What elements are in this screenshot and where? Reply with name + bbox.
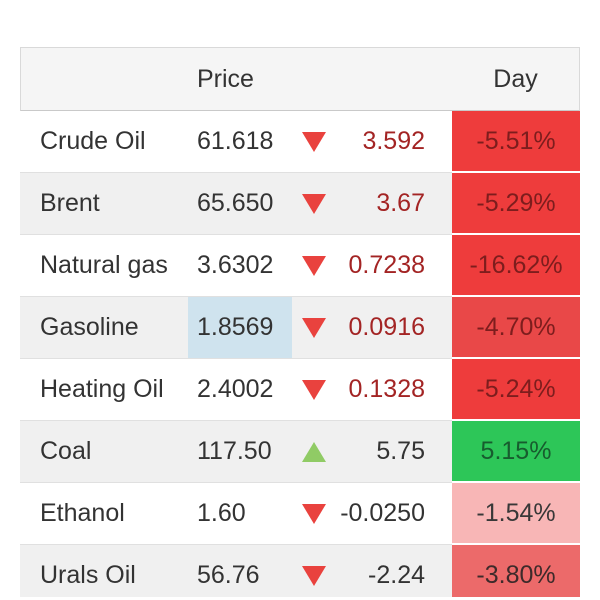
commodity-name-link[interactable]: Gasoline	[20, 297, 188, 359]
change-value: 0.7238	[335, 235, 452, 297]
day-change-badge: 5.15%	[452, 421, 580, 483]
table-row: Natural gas 3.6302 0.7238 -16.62%	[20, 235, 580, 297]
price-value: 56.76	[188, 545, 292, 597]
change-value: 0.1328	[335, 359, 452, 421]
table-row: Gasoline 1.8569 0.0916 -4.70%	[20, 297, 580, 359]
down-arrow-icon	[301, 503, 326, 524]
price-value: 2.4002	[188, 359, 292, 421]
arrow-cell	[292, 297, 335, 359]
table-header-row: Price Day	[20, 47, 580, 111]
up-arrow-icon	[301, 441, 326, 462]
table-row: Brent 65.650 3.67 -5.29%	[20, 173, 580, 235]
change-value: -2.24	[335, 545, 452, 597]
header-day: Day	[493, 64, 538, 93]
price-value: 117.50	[188, 421, 292, 483]
down-arrow-icon	[301, 193, 326, 214]
down-arrow-icon	[301, 379, 326, 400]
commodity-name-link[interactable]: Urals Oil	[20, 545, 188, 597]
down-arrow-icon	[301, 255, 326, 276]
change-value: 3.592	[335, 111, 452, 173]
table-row: Crude Oil 61.618 3.592 -5.51%	[20, 111, 580, 173]
arrow-cell	[292, 483, 335, 545]
day-change-badge: -3.80%	[452, 545, 580, 597]
day-change-badge: -5.29%	[452, 173, 580, 235]
change-value: -0.0250	[335, 483, 452, 545]
price-value: 65.650	[188, 173, 292, 235]
price-value-flashed: 1.8569	[188, 297, 292, 359]
table-row: Heating Oil 2.4002 0.1328 -5.24%	[20, 359, 580, 421]
change-value: 0.0916	[335, 297, 452, 359]
commodity-name-link[interactable]: Ethanol	[20, 483, 188, 545]
day-change-badge: -5.24%	[452, 359, 580, 421]
arrow-cell	[292, 545, 335, 597]
commodities-price-table: Price Day Crude Oil 61.618 3.592 -5.51% …	[20, 47, 580, 597]
day-change-badge: -4.70%	[452, 297, 580, 359]
commodity-name-link[interactable]: Heating Oil	[20, 359, 188, 421]
change-value: 3.67	[335, 173, 452, 235]
day-change-badge: -16.62%	[452, 235, 580, 297]
price-value: 3.6302	[188, 235, 292, 297]
table-row: Urals Oil 56.76 -2.24 -3.80%	[20, 545, 580, 597]
day-change-badge: -1.54%	[452, 483, 580, 545]
down-arrow-icon	[301, 131, 326, 152]
down-arrow-icon	[301, 317, 326, 338]
header-change-spacer	[335, 48, 452, 110]
arrow-cell	[292, 111, 335, 173]
arrow-cell	[292, 235, 335, 297]
commodity-name-link[interactable]: Crude Oil	[20, 111, 188, 173]
table-body: Crude Oil 61.618 3.592 -5.51% Brent 65.6…	[20, 111, 580, 597]
day-change-badge: -5.51%	[452, 111, 580, 173]
arrow-cell	[292, 173, 335, 235]
arrow-cell	[292, 421, 335, 483]
commodity-name-link[interactable]: Brent	[20, 173, 188, 235]
table-row: Ethanol 1.60 -0.0250 -1.54%	[20, 483, 580, 545]
table-row: Coal 117.50 5.75 5.15%	[20, 421, 580, 483]
down-arrow-icon	[301, 565, 326, 586]
change-value: 5.75	[335, 421, 452, 483]
commodity-name-link[interactable]: Natural gas	[20, 235, 188, 297]
header-price: Price	[197, 64, 254, 93]
price-value: 1.60	[188, 483, 292, 545]
commodity-name-link[interactable]: Coal	[20, 421, 188, 483]
price-value: 61.618	[188, 111, 292, 173]
header-name-spacer	[21, 48, 188, 110]
arrow-cell	[292, 359, 335, 421]
header-arrow-spacer	[292, 48, 335, 110]
